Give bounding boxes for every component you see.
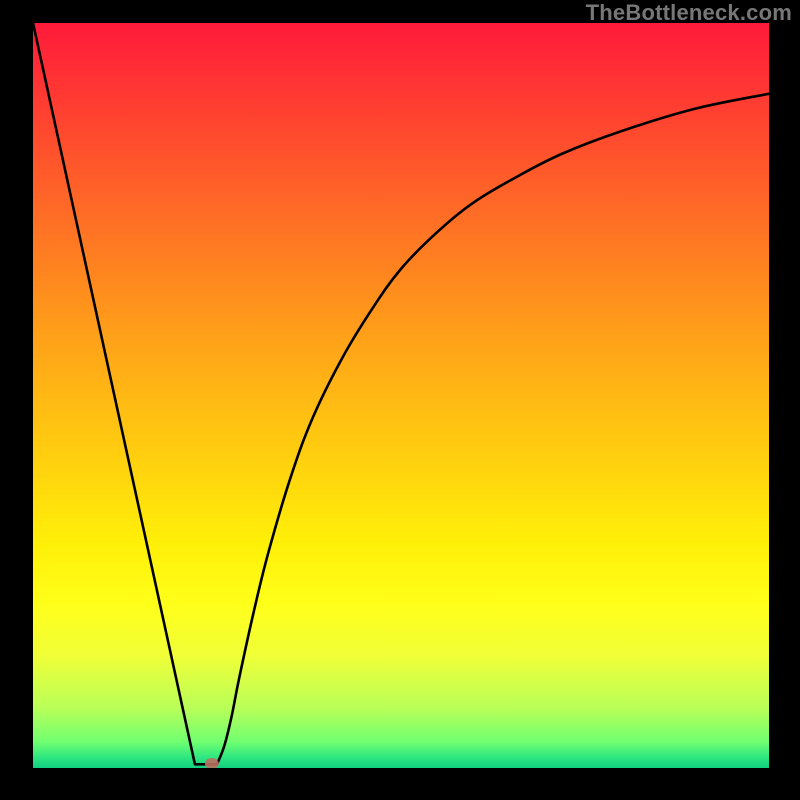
- watermark-text: TheBottleneck.com: [586, 0, 792, 26]
- chart-frame: TheBottleneck.com: [0, 0, 800, 800]
- plot-svg: [33, 23, 769, 768]
- plot-background: [33, 23, 769, 768]
- plot-area: [33, 23, 769, 768]
